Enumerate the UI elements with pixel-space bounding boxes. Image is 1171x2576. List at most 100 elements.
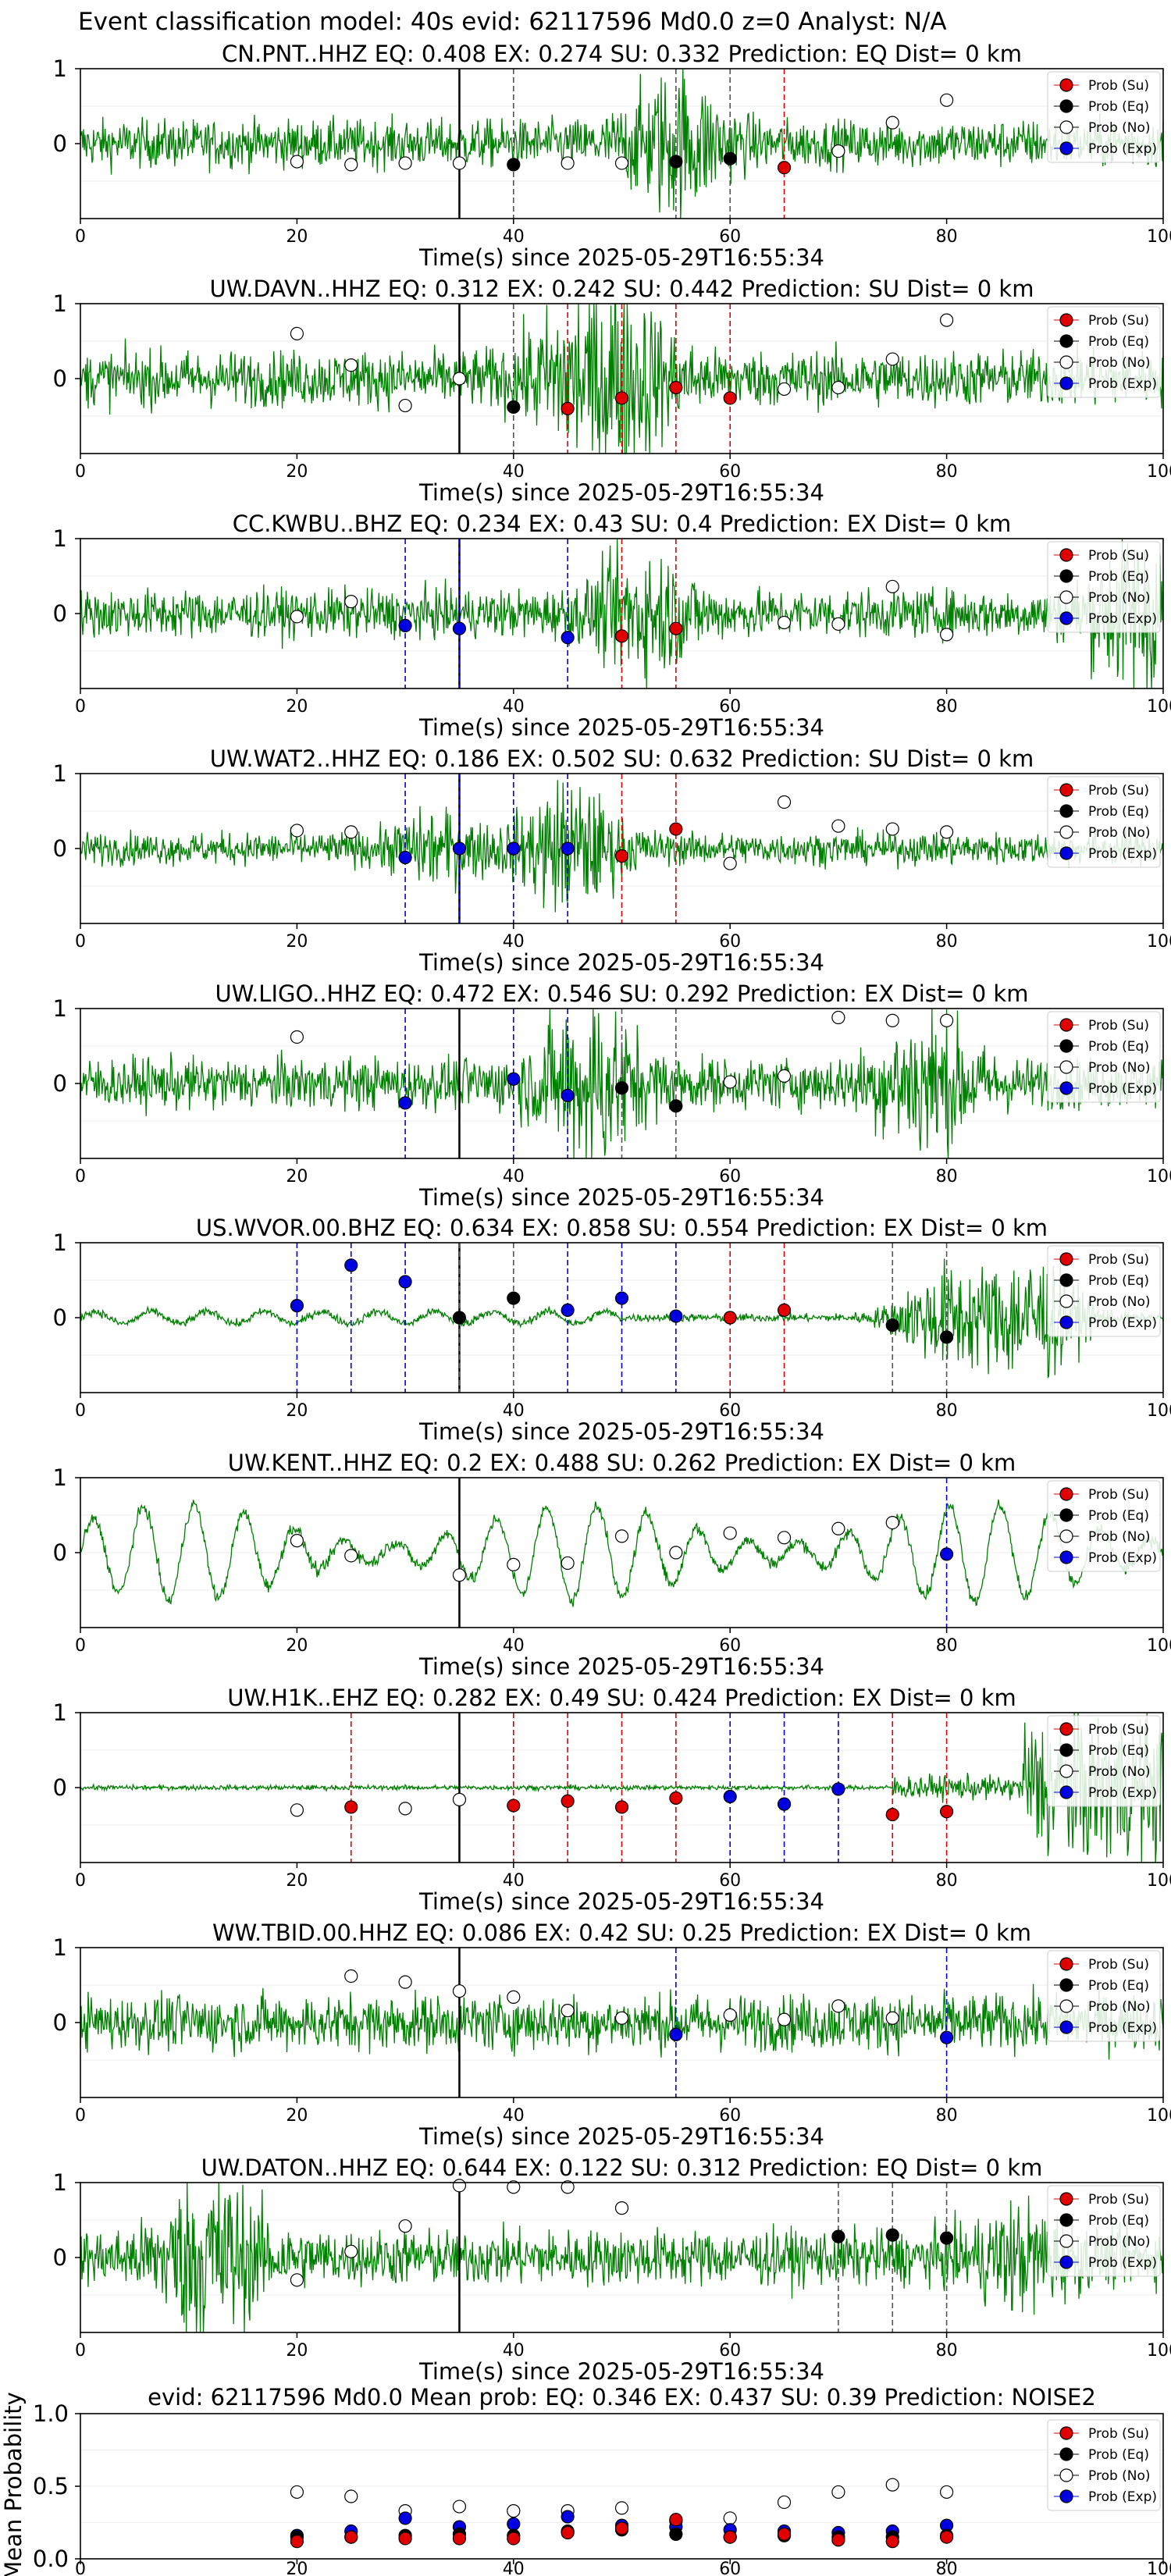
x-tick-label: 60 — [719, 462, 741, 482]
legend-marker-eq — [1059, 2213, 1073, 2227]
x-tick-label: 80 — [936, 1167, 958, 1187]
mean-prob-point-no — [452, 2500, 467, 2514]
x-tick-label: 80 — [936, 1636, 958, 1656]
legend-marker-eq — [1059, 1039, 1073, 1053]
prob-point-no — [452, 1792, 467, 1806]
legend-label: Prob (Su) — [1088, 78, 1149, 94]
x-tick-label: 80 — [936, 2341, 958, 2361]
legend: Prob (Su) Prob (Eq) Prob (No) Prob (Exp) — [1047, 71, 1161, 163]
legend-label: Prob (No) — [1088, 1294, 1151, 1310]
legend-box — [1047, 2419, 1161, 2511]
legend-label: Prob (Su) — [1088, 1957, 1149, 1973]
prob-point-no — [885, 1515, 899, 1530]
x-tick-label: 100 — [1147, 932, 1171, 952]
x-tick-label: 80 — [936, 227, 958, 247]
prob-point-no — [507, 1990, 521, 2004]
legend-box — [1047, 1011, 1161, 1103]
legend-marker-no — [1059, 1529, 1073, 1543]
x-tick-label: 40 — [503, 1167, 525, 1187]
prob-point-no — [398, 1975, 412, 1989]
x-tick-label: 60 — [719, 697, 741, 717]
prob-point-eq — [452, 1311, 467, 1325]
x-axis-label: Time(s) since 2025-05-29T16:55:34 — [418, 714, 824, 741]
mean-probability-panel: evid: 62117596 Md0.0 Mean prob: EQ: 0.34… — [0, 2384, 1171, 2576]
legend-box — [1047, 1950, 1161, 2042]
legend-label: Prob (Su) — [1088, 2192, 1149, 2208]
prob-point-no — [344, 1969, 358, 1984]
legend-marker-exp — [1059, 141, 1073, 155]
x-axis-label: Time(s) since 2025-05-29T16:55:34 — [418, 479, 824, 506]
panels: CN.PNT..HHZ EQ: 0.408 EX: 0.274 SU: 0.33… — [0, 41, 1171, 2576]
prob-point-su — [614, 629, 629, 643]
prob-point-no — [939, 628, 954, 642]
x-tick-label: 80 — [936, 932, 958, 952]
legend-marker-exp — [1059, 1550, 1073, 1564]
prob-point-exp — [777, 1797, 792, 1811]
prob-point-no — [831, 380, 845, 395]
x-tick-label: 0 — [75, 1636, 86, 1656]
prob-point-eq — [507, 1291, 521, 1305]
legend-label: Prob (No) — [1088, 1764, 1151, 1780]
prob-point-no — [614, 2201, 629, 2215]
prob-point-no — [290, 326, 304, 340]
prob-point-no — [452, 1984, 467, 1998]
prob-point-su — [561, 1794, 575, 1808]
legend-marker-exp — [1059, 1081, 1073, 1095]
panel-title: UW.WAT2..HHZ EQ: 0.186 EX: 0.502 SU: 0.6… — [210, 745, 1034, 772]
x-tick-label: 20 — [286, 462, 308, 482]
legend-marker-eq — [1059, 334, 1073, 348]
x-tick-label: 100 — [1147, 1401, 1171, 1421]
prob-point-su — [561, 401, 575, 416]
legend-marker-eq — [1059, 1508, 1073, 1522]
legend-label: Prob (Eq) — [1088, 1273, 1149, 1289]
prob-point-no — [344, 2244, 358, 2258]
prob-point-no — [723, 1526, 737, 1540]
y-tick-label: 1 — [53, 2169, 67, 2196]
panel-title: US.WVOR.00.BHZ EQ: 0.634 EX: 0.858 SU: 0… — [196, 1215, 1048, 1241]
prob-point-no — [723, 856, 737, 870]
legend-label: Prob (Eq) — [1088, 1039, 1149, 1055]
legend-label: Prob (No) — [1088, 2468, 1151, 2484]
legend-marker-no — [1059, 825, 1073, 839]
legend-marker-su — [1059, 2426, 1073, 2440]
mean-prob-point-exp — [507, 2517, 521, 2531]
prob-point-exp — [831, 1782, 845, 1796]
waveform-panel-6: US.WVOR.00.BHZ EQ: 0.634 EX: 0.858 SU: 0… — [53, 1215, 1171, 1445]
prob-point-no — [885, 822, 899, 836]
y-tick-label: 1 — [53, 55, 67, 82]
legend-marker-no — [1059, 2234, 1073, 2248]
legend-label: Prob (Exp) — [1088, 2020, 1157, 2036]
prob-point-exp — [398, 1096, 412, 1110]
legend-marker-eq — [1059, 2447, 1073, 2461]
prob-point-eq — [831, 2229, 845, 2243]
y-tick-label: 1 — [53, 1699, 67, 1726]
y-tick-label: 1.0 — [33, 2400, 69, 2427]
y-tick-label: 1 — [53, 290, 67, 317]
y-tick-label: 0 — [53, 1539, 67, 1566]
waveform-panel-2: UW.DAVN..HHZ EQ: 0.312 EX: 0.242 SU: 0.4… — [53, 276, 1171, 506]
prob-point-no — [939, 1013, 954, 1027]
y-tick-label: 0 — [53, 2009, 67, 2036]
legend-label: Prob (No) — [1088, 1999, 1151, 2015]
prob-point-exp — [507, 1072, 521, 1086]
x-tick-label: 20 — [286, 1401, 308, 1421]
panel-title: UW.DATON..HHZ EQ: 0.644 EX: 0.122 SU: 0.… — [201, 2154, 1043, 2181]
y-tick-label: 0 — [53, 130, 67, 157]
x-axis-label: Time(s) since 2025-05-29T16:55:34 — [418, 949, 824, 976]
prob-point-su — [777, 1303, 792, 1318]
prob-point-no — [777, 795, 792, 809]
prob-point-no — [290, 1803, 304, 1817]
mean-prob-point-eq — [669, 2527, 683, 2541]
mean-prob-point-su — [561, 2525, 575, 2540]
prob-point-exp — [614, 1291, 629, 1305]
legend-label: Prob (Exp) — [1088, 846, 1157, 862]
x-tick-label: 20 — [286, 932, 308, 952]
prob-point-eq — [939, 1330, 954, 1344]
legend-label: Prob (Eq) — [1088, 2213, 1149, 2229]
x-tick-label: 0 — [75, 697, 86, 717]
x-tick-label: 40 — [503, 1636, 525, 1656]
legend-marker-su — [1059, 1722, 1073, 1736]
prob-point-no — [561, 2180, 575, 2194]
prob-point-no — [831, 819, 845, 833]
x-tick-label: 0 — [75, 1871, 86, 1891]
